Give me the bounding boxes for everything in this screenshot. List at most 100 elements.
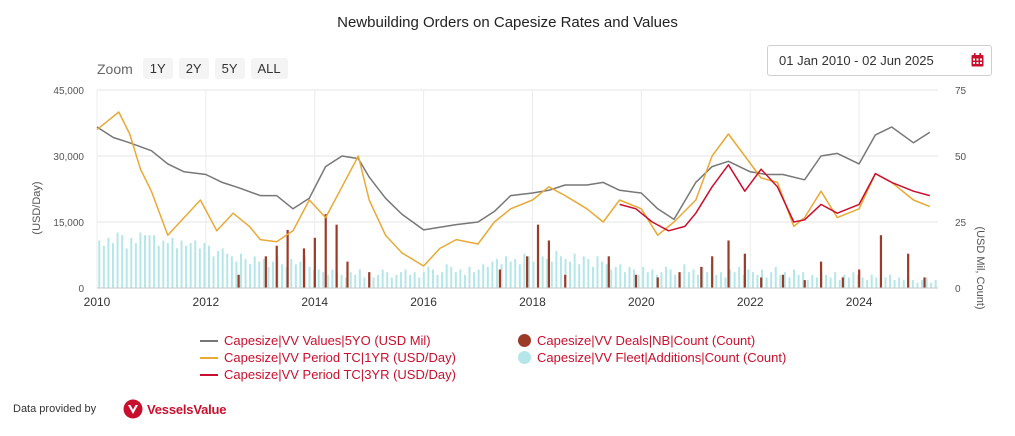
nb-deals-bars xyxy=(237,214,926,288)
fleet-additions-bar xyxy=(450,266,453,288)
period-tc-3yr-line xyxy=(619,164,930,232)
nb-deals-bar xyxy=(607,256,610,288)
legend-item-values[interactable]: Capesize|VV Values|5YO (USD Mil) xyxy=(200,333,431,348)
fleet-additions-bar xyxy=(697,274,700,288)
fleet-additions-bar xyxy=(194,240,197,288)
fleet-additions-bar xyxy=(468,266,471,288)
fleet-additions-bar xyxy=(459,269,462,288)
nb-deals-bar xyxy=(526,256,529,288)
fleet-additions-bar xyxy=(916,282,919,288)
fleet-additions-bar xyxy=(436,274,439,288)
legend-dot-icon xyxy=(518,351,531,364)
legend-label: Capesize|VV Period TC|3YR (USD/Day) xyxy=(224,367,456,382)
nb-deals-bar xyxy=(498,269,502,288)
fleet-additions-bar xyxy=(706,272,709,288)
fleet-additions-bar xyxy=(582,256,585,288)
fleet-additions-bar xyxy=(573,253,576,288)
fleet-additions-bar xyxy=(857,274,860,288)
fleet-additions-bar xyxy=(404,269,407,288)
chart-area: 0 15,000 30,000 45,000 0 25 50 75 2010 2012 2014 20… xyxy=(31,86,986,310)
fleet-additions-bar xyxy=(262,258,265,288)
fleet-additions-bar xyxy=(505,256,508,288)
x-tick-label: 2024 xyxy=(846,295,873,309)
legend-item-fleet-additions[interactable]: Capesize|VV Fleet|Additions|Count (Count… xyxy=(518,350,786,365)
fleet-additions-bar xyxy=(377,274,380,288)
zoom-2y-button[interactable]: 2Y xyxy=(178,58,209,79)
fleet-additions-bar xyxy=(212,256,215,288)
fleet-additions-bar xyxy=(354,274,357,288)
nb-deals-bar xyxy=(819,261,823,288)
legend-item-nb-deals[interactable]: Capesize|VV Deals|NB|Count (Count) xyxy=(518,333,755,348)
fleet-additions-bar xyxy=(317,269,320,288)
zoom-all-button[interactable]: ALL xyxy=(250,58,288,79)
fleet-additions-bar xyxy=(125,248,128,288)
y-left-axis-label: (USD/Day) xyxy=(31,181,43,234)
date-range-picker[interactable]: 01 Jan 2010 - 02 Jun 2025 xyxy=(767,45,992,76)
fleet-additions-bar xyxy=(893,280,896,288)
fleet-additions-bar xyxy=(422,272,425,288)
legend-dot-icon xyxy=(518,334,531,347)
fleet-additions-bar xyxy=(148,235,151,288)
fleet-additions-bar xyxy=(139,232,142,288)
vesselsvalue-logo-icon xyxy=(123,399,143,419)
fleet-additions-bar xyxy=(889,274,892,288)
zoom-1y-button[interactable]: 1Y xyxy=(142,58,173,79)
fleet-additions-bar xyxy=(217,251,220,288)
legend-item-tc-3yr[interactable]: Capesize|VV Period TC|3YR (USD/Day) xyxy=(200,367,456,382)
zoom-5y-button[interactable]: 5Y xyxy=(214,58,245,79)
fleet-additions-bar xyxy=(157,245,160,288)
fleet-additions-bar xyxy=(546,258,549,288)
nb-deals-bar xyxy=(879,235,883,288)
fleet-additions-bar xyxy=(153,235,156,288)
nb-deals-bar xyxy=(313,237,316,288)
fleet-additions-bar xyxy=(660,272,663,288)
nb-deals-bar xyxy=(727,240,730,288)
nb-deals-bar xyxy=(907,253,910,288)
fleet-additions-bar xyxy=(564,258,567,288)
fleet-additions-bar xyxy=(811,274,814,288)
fleet-additions-bar xyxy=(518,264,521,288)
fleet-additions-bar xyxy=(514,258,517,288)
legend-label: Capesize|VV Deals|NB|Count (Count) xyxy=(537,333,756,348)
fleet-additions-bar xyxy=(290,258,293,288)
fleet-additions-bar xyxy=(258,261,261,288)
fleet-additions-bar xyxy=(477,269,480,288)
fleet-additions-bar xyxy=(253,256,256,288)
nb-deals-bar xyxy=(923,277,926,288)
fleet-additions-bar xyxy=(527,256,530,288)
fleet-additions-bar xyxy=(724,277,727,288)
fleet-additions-bar xyxy=(445,264,448,288)
fleet-additions-bar xyxy=(294,264,297,288)
fleet-additions-bar xyxy=(162,240,165,288)
fleet-additions-bar xyxy=(742,274,745,288)
fleet-additions-bar xyxy=(605,264,608,288)
fleet-additions-bar xyxy=(765,277,768,288)
y-right-axis-label: (USD Mil, Count) xyxy=(974,226,986,309)
fleet-additions-bar xyxy=(596,256,599,288)
fleet-additions-bar xyxy=(281,264,284,288)
nb-deals-bar xyxy=(700,266,703,288)
y-left-tick-label: 15,000 xyxy=(53,218,84,229)
y-right-tick-label: 75 xyxy=(955,86,967,97)
fleet-additions-bar xyxy=(239,253,242,288)
y-left-tick-label: 0 xyxy=(78,284,84,295)
fleet-additions-bar xyxy=(495,258,498,288)
legend-item-tc-1yr[interactable]: Capesize|VV Period TC|1YR (USD/Day) xyxy=(200,350,456,365)
fleet-additions-bar xyxy=(102,245,105,288)
fleet-additions-bar xyxy=(852,272,855,288)
logo-text: VesselsValue xyxy=(147,401,227,417)
fleet-additions-bar xyxy=(523,253,526,288)
fleet-additions-bar xyxy=(555,251,558,288)
nb-deals-bar xyxy=(781,274,785,288)
nb-deals-bar xyxy=(760,277,763,288)
fleet-additions-bar xyxy=(267,266,270,288)
vesselsvalue-logo[interactable]: VesselsValue xyxy=(123,399,226,419)
nb-deals-bar xyxy=(547,240,550,288)
fleet-additions-bar xyxy=(779,274,782,288)
fleet-additions-bar xyxy=(235,261,238,288)
calendar-icon[interactable] xyxy=(971,53,984,67)
fleet-additions-bar xyxy=(171,237,174,288)
nb-deals-bar xyxy=(324,214,327,288)
fleet-additions-bar xyxy=(806,280,809,288)
fleet-additions-bar xyxy=(838,280,841,288)
